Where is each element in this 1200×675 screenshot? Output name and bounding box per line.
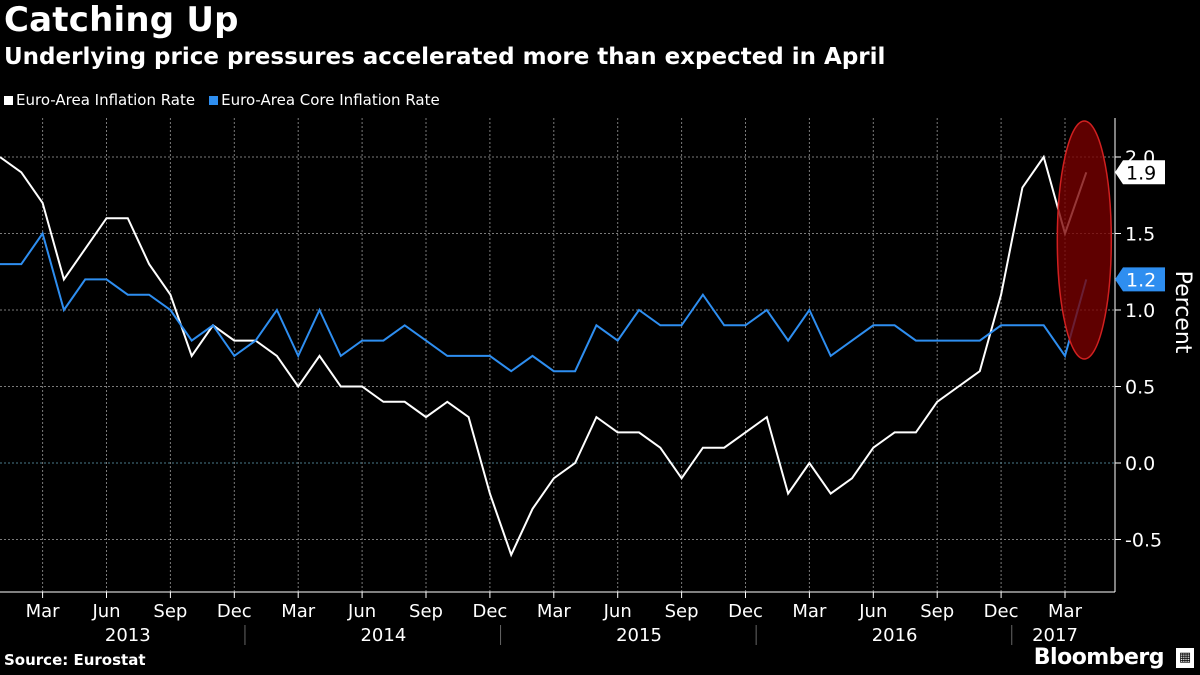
x-month-label: Jun [91, 601, 120, 622]
last-value-label-core-box [1115, 267, 1165, 292]
x-month-label: Mar [537, 601, 572, 622]
y-tick-label: -0.5 [1125, 530, 1162, 552]
x-month-label: Sep [920, 601, 954, 622]
x-month-label: Mar [792, 601, 827, 622]
x-month-label: Dec [217, 601, 252, 622]
x-month-label: Jun [858, 601, 887, 622]
legend-label-headline: Euro-Area Inflation Rate [16, 91, 196, 109]
x-month-label: Sep [153, 601, 187, 622]
chart-title: Catching Up [4, 0, 239, 40]
x-month-label: Dec [728, 601, 763, 622]
source-note: Source: Eurostat [4, 651, 146, 669]
x-year-label: 2017 [1032, 625, 1078, 646]
x-month-label: Dec [984, 601, 1019, 622]
chart-subtitle: Underlying price pressures accelerated m… [4, 44, 886, 70]
y-tick-label: 0.5 [1125, 377, 1155, 399]
legend-swatch-core [209, 95, 219, 105]
brand-logo: Bloomberg [1033, 645, 1165, 670]
x-month-label: Mar [26, 601, 61, 622]
last-value-label-core: 1.2 [1126, 269, 1156, 291]
x-month-label: Jun [603, 601, 632, 622]
last-value-label-headline: 1.9 [1126, 162, 1156, 184]
y-axis-title: Percent [1170, 271, 1195, 354]
legend-item-headline: Euro-Area Inflation Rate [4, 91, 195, 109]
x-month-label: Sep [665, 601, 699, 622]
x-month-label: Sep [409, 601, 443, 622]
legend-label-core: Euro-Area Core Inflation Rate [221, 91, 440, 109]
x-month-label: Jun [347, 601, 376, 622]
y-tick-label: 0.0 [1125, 453, 1155, 475]
highlight-ellipse [1056, 120, 1113, 360]
y-tick-label: 1.0 [1125, 300, 1155, 322]
x-month-label: Mar [281, 601, 316, 622]
x-month-label: Dec [472, 601, 507, 622]
x-year-label: 2016 [872, 625, 918, 646]
x-year-label: 2013 [105, 625, 151, 646]
x-month-label: Mar [1048, 601, 1083, 622]
series-line-core [0, 231, 1088, 373]
y-tick-label: 1.5 [1125, 224, 1155, 246]
legend: Euro-Area Inflation Rate Euro-Area Core … [4, 91, 440, 109]
series-line-headline [0, 154, 1088, 558]
x-year-label: 2014 [360, 625, 406, 646]
x-year-label: 2015 [616, 625, 662, 646]
legend-swatch-headline [4, 95, 13, 105]
last-value-label-headline-box [1115, 160, 1165, 185]
legend-item-core: Euro-Area Core Inflation Rate [209, 91, 440, 109]
bloomberg-logo-icon: ▦ [1176, 648, 1194, 668]
